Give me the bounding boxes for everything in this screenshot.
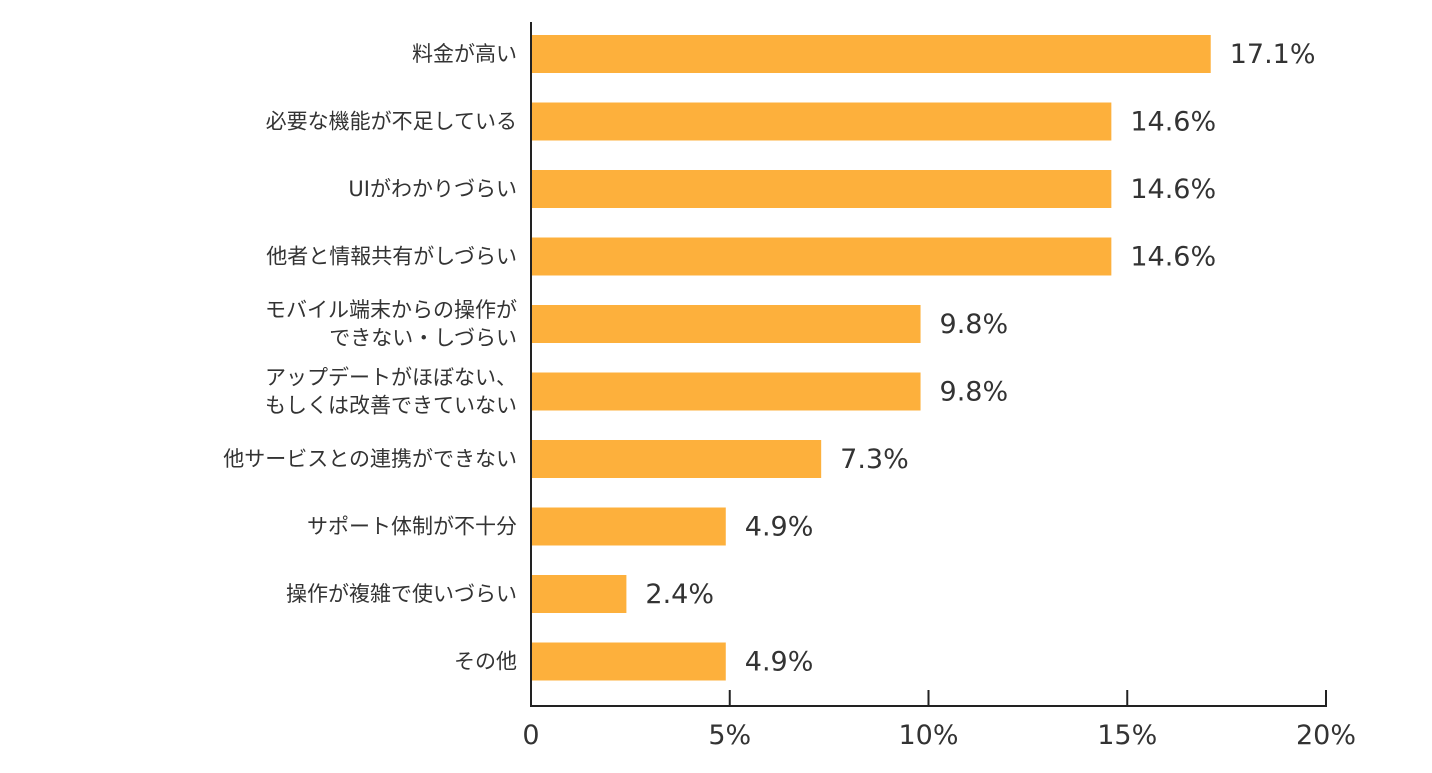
value-label-9: 4.9% bbox=[745, 647, 814, 678]
x-tick-label-2: 10% bbox=[898, 720, 958, 751]
category-label-1: 必要な機能が不足している bbox=[266, 110, 517, 134]
value-label-2: 14.6% bbox=[1130, 174, 1216, 205]
bar-8 bbox=[531, 575, 627, 613]
bar-1 bbox=[531, 102, 1112, 141]
value-label-6: 7.3% bbox=[840, 444, 909, 475]
bar-7 bbox=[531, 507, 726, 546]
category-label-3: 他者と情報共有がしづらい bbox=[266, 245, 517, 269]
bars-layer bbox=[531, 35, 1211, 681]
category-label-7: サポート体制が不十分 bbox=[307, 515, 517, 539]
x-tick-label-0: 0 bbox=[522, 720, 539, 751]
category-label-5: アップデートがほぼない、もしくは改善できていない bbox=[265, 366, 517, 418]
value-label-8: 2.4% bbox=[645, 579, 714, 610]
bar-2 bbox=[531, 170, 1112, 208]
value-label-3: 14.6% bbox=[1130, 242, 1216, 273]
bar-9 bbox=[531, 642, 726, 681]
x-tick-label-1: 5% bbox=[708, 720, 751, 751]
value-label-7: 4.9% bbox=[745, 512, 814, 543]
bar-0 bbox=[531, 35, 1211, 73]
value-label-1: 14.6% bbox=[1130, 107, 1216, 138]
category-label-6: 他サービスとの連携ができない bbox=[223, 447, 517, 471]
bar-4 bbox=[531, 305, 921, 343]
x-tick-label-4: 20% bbox=[1296, 720, 1356, 751]
category-label-4: モバイル端末からの操作ができない・しづらい bbox=[265, 298, 517, 350]
category-label-0: 料金が高い bbox=[412, 42, 517, 66]
axis-layer bbox=[530, 22, 1327, 707]
x-tick-label-3: 15% bbox=[1097, 720, 1157, 751]
bar-5 bbox=[531, 372, 921, 411]
category-label-8: 操作が複雑で使いづらい bbox=[286, 582, 517, 606]
category-label-9: その他 bbox=[454, 650, 517, 674]
category-label-2: UIがわかりづらい bbox=[348, 177, 517, 201]
bar-3 bbox=[531, 237, 1112, 276]
bar-6 bbox=[531, 440, 822, 478]
labels-layer: 17.1% 料金が高い 14.6% 必要な機能が不足している 14.6% UIがわかりづら… bbox=[223, 39, 1356, 751]
value-label-0: 17.1% bbox=[1230, 39, 1316, 70]
value-label-5: 9.8% bbox=[940, 377, 1009, 408]
value-label-4: 9.8% bbox=[940, 309, 1009, 340]
